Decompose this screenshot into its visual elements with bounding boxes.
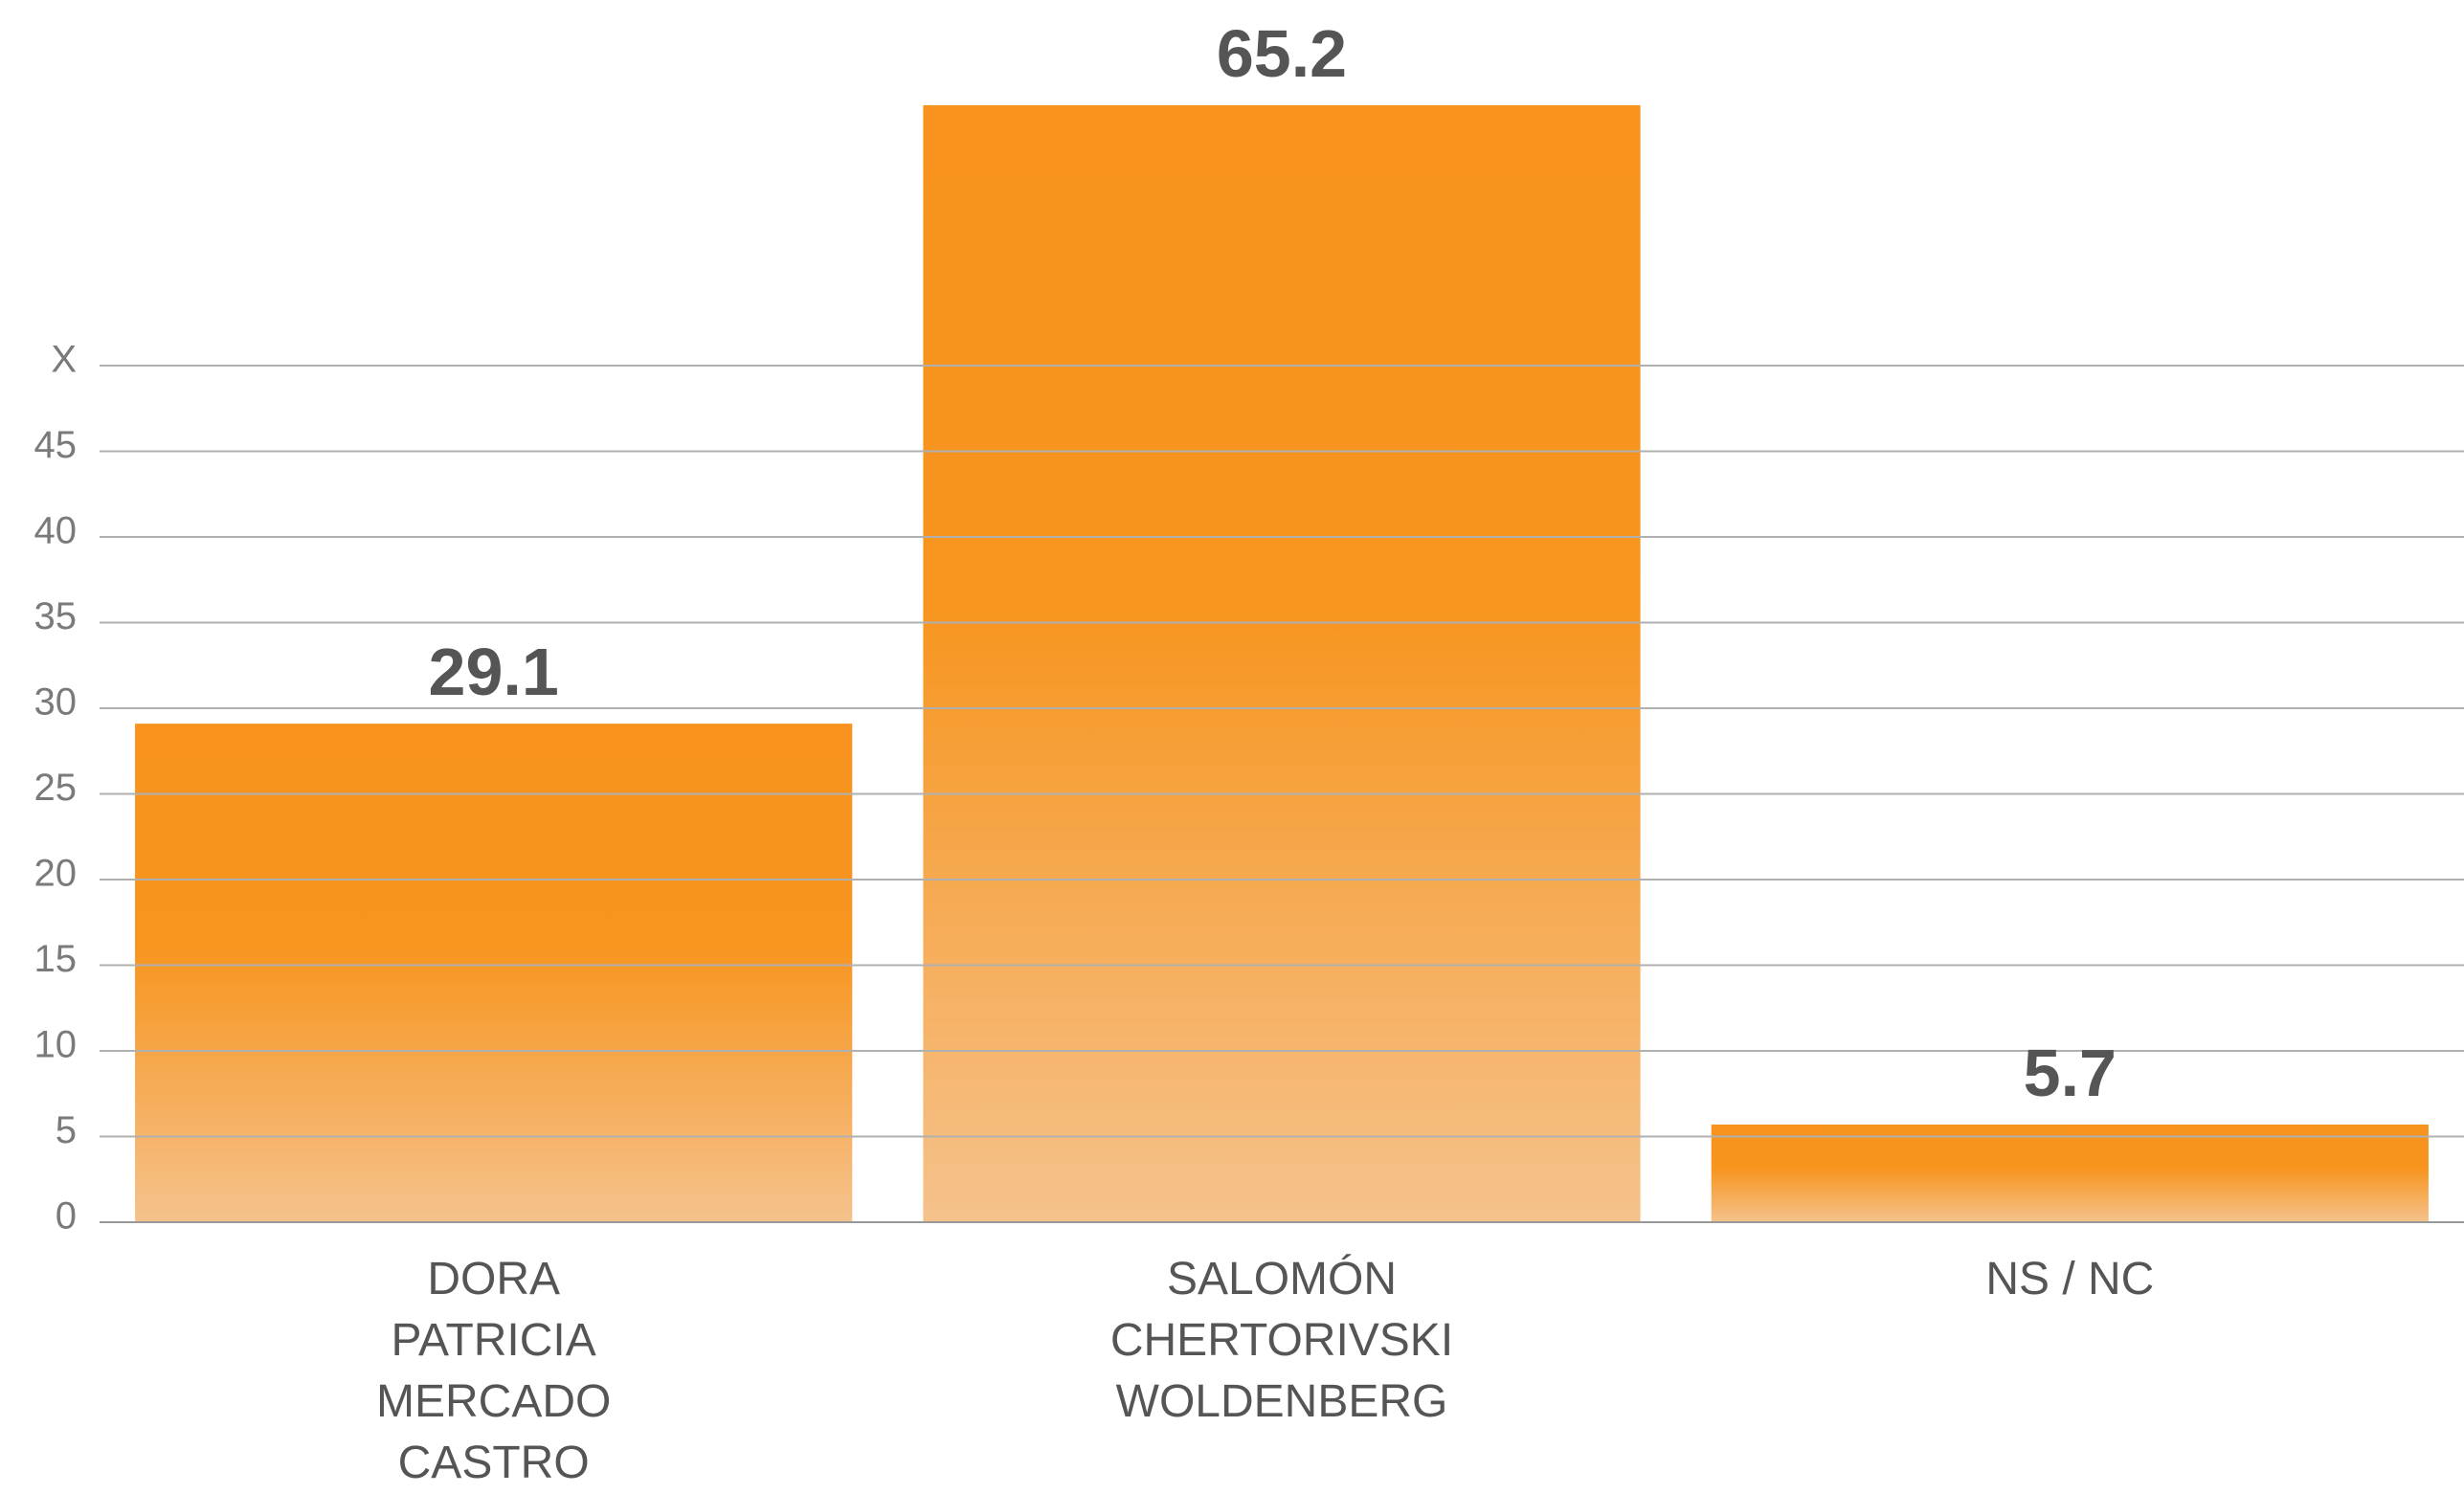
x-tick-label: SALOMÓN CHERTORIVSKI WOLDENBERG xyxy=(1109,1254,1454,1427)
y-tick-label: 0 xyxy=(56,1195,77,1238)
value-label: 65.2 xyxy=(1217,16,1347,91)
y-tick-label: X xyxy=(51,339,77,381)
y-tick-label: 25 xyxy=(34,767,78,809)
bar xyxy=(923,104,1641,1222)
y-tick-label: 15 xyxy=(34,938,78,980)
bar xyxy=(135,724,853,1222)
value-label: 5.7 xyxy=(2024,1036,2117,1110)
y-tick-label: 5 xyxy=(56,1109,77,1151)
bar xyxy=(1711,1124,2429,1222)
y-tick-label: 35 xyxy=(34,595,78,637)
x-tick-label: DORA PATRICIA MERCADO CASTRO xyxy=(375,1254,612,1488)
y-tick-label: 45 xyxy=(34,424,78,466)
y-tick-label: 40 xyxy=(34,510,78,552)
y-tick-label: 30 xyxy=(34,681,78,724)
y-tick-label: 20 xyxy=(34,853,78,895)
y-tick-label: 10 xyxy=(34,1024,78,1066)
x-tick-label: NS / NC xyxy=(1985,1254,2155,1304)
value-label: 29.1 xyxy=(429,635,559,709)
